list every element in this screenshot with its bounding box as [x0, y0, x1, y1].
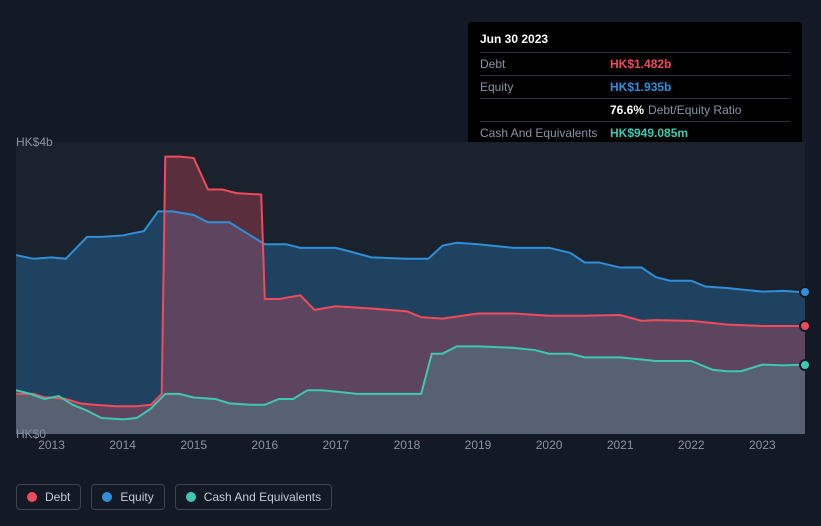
tooltip-row-extra: Debt/Equity Ratio	[648, 103, 741, 117]
chart-svg	[16, 142, 805, 434]
x-axis: 2013 2014 2015 2016 2017 2018 2019 2020 2021 2022…	[16, 434, 805, 458]
tooltip-row-label: Debt	[480, 55, 610, 73]
x-axis-tick: 2014	[109, 438, 136, 452]
x-axis-tick: 2020	[536, 438, 563, 452]
x-axis-tick: 2013	[38, 438, 65, 452]
tooltip-row-label: Equity	[480, 78, 610, 96]
chart-container: HK$4bHK$0 201320142015201620172018201920…	[16, 128, 805, 458]
tooltip-row: DebtHK$1.482b	[480, 52, 790, 75]
x-axis-tick: 2018	[394, 438, 421, 452]
x-axis-tick: 2017	[323, 438, 350, 452]
legend-label: Cash And Equivalents	[204, 490, 321, 504]
chart-plot-area: HK$4bHK$0	[16, 142, 805, 434]
tooltip-row-label	[480, 101, 610, 119]
x-axis-tick: 2016	[251, 438, 278, 452]
x-axis-tick: 2023	[749, 438, 776, 452]
series-end-dot-debt	[799, 320, 811, 332]
x-axis-tick: 2019	[465, 438, 492, 452]
legend-label: Debt	[45, 490, 70, 504]
chart-legend: Debt Equity Cash And Equivalents	[16, 484, 332, 510]
x-axis-tick: 2021	[607, 438, 634, 452]
tooltip-date: Jun 30 2023	[480, 30, 790, 48]
tooltip-row-value: 76.6%Debt/Equity Ratio	[610, 101, 741, 119]
tooltip-row: 76.6%Debt/Equity Ratio	[480, 98, 790, 121]
legend-item-debt[interactable]: Debt	[16, 484, 81, 510]
tooltip-row-value: HK$1.482b	[610, 55, 671, 73]
tooltip-row-value: HK$1.935b	[610, 78, 671, 96]
legend-item-cash-and-equivalents[interactable]: Cash And Equivalents	[175, 484, 332, 510]
series-end-dot-equity	[799, 286, 811, 298]
legend-swatch	[102, 492, 112, 502]
series-end-dot-cash-and-equivalents	[799, 359, 811, 371]
legend-swatch	[186, 492, 196, 502]
legend-swatch	[27, 492, 37, 502]
x-axis-tick: 2015	[180, 438, 207, 452]
legend-item-equity[interactable]: Equity	[91, 484, 164, 510]
x-axis-tick: 2022	[678, 438, 705, 452]
tooltip-row: EquityHK$1.935b	[480, 75, 790, 98]
legend-label: Equity	[120, 490, 153, 504]
